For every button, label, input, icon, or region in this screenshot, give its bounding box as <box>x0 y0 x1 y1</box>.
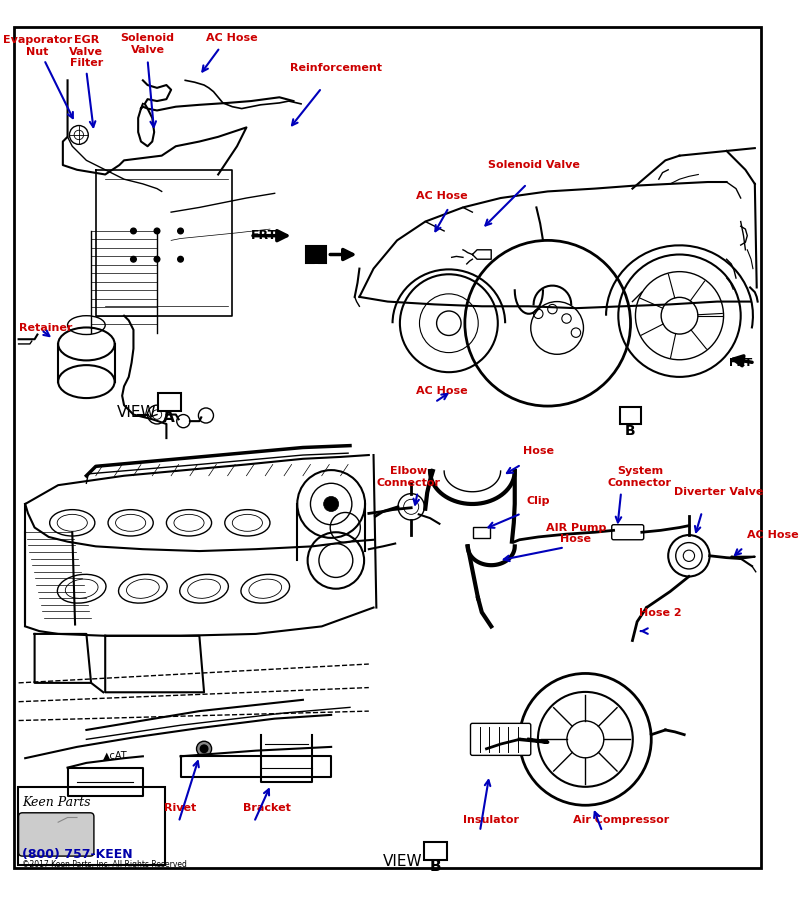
Text: Rivet: Rivet <box>165 804 197 814</box>
FancyBboxPatch shape <box>424 842 447 860</box>
FancyBboxPatch shape <box>18 788 166 865</box>
Text: Solenoid: Solenoid <box>121 33 174 43</box>
Text: Filter: Filter <box>70 58 103 68</box>
FancyBboxPatch shape <box>158 393 181 410</box>
Text: Evaporator: Evaporator <box>3 35 72 45</box>
Circle shape <box>178 228 183 234</box>
Text: A: A <box>163 410 175 425</box>
Text: Reinforcement: Reinforcement <box>290 63 382 74</box>
Text: Valve: Valve <box>130 45 165 55</box>
Circle shape <box>154 256 160 262</box>
Text: (800) 757-KEEN: (800) 757-KEEN <box>22 848 133 860</box>
Text: Retainer: Retainer <box>18 323 72 333</box>
Circle shape <box>130 228 136 234</box>
Text: Air Compressor: Air Compressor <box>573 814 670 824</box>
Text: Nut: Nut <box>26 47 49 57</box>
Text: AC Hose: AC Hose <box>416 386 467 396</box>
FancyBboxPatch shape <box>306 246 326 263</box>
Text: Elbow: Elbow <box>390 466 427 476</box>
Text: AC Hose: AC Hose <box>206 33 258 43</box>
Text: Hose: Hose <box>522 446 554 455</box>
FancyBboxPatch shape <box>620 407 641 424</box>
Circle shape <box>197 742 211 756</box>
Text: FRT: FRT <box>729 358 752 368</box>
Text: EGR: EGR <box>74 35 99 45</box>
Text: A: A <box>310 263 322 277</box>
Text: Insulator: Insulator <box>463 814 519 824</box>
Text: FRT: FRT <box>251 230 278 242</box>
FancyBboxPatch shape <box>612 525 644 540</box>
Circle shape <box>437 311 461 336</box>
Text: B: B <box>430 859 442 874</box>
Text: AC Hose: AC Hose <box>747 530 799 540</box>
Text: Hose: Hose <box>561 535 591 544</box>
FancyBboxPatch shape <box>474 526 490 538</box>
Text: Hose 2: Hose 2 <box>639 608 682 617</box>
Text: System: System <box>617 466 663 476</box>
Circle shape <box>130 256 136 262</box>
Text: Valve: Valve <box>70 47 103 57</box>
Circle shape <box>683 550 694 562</box>
Circle shape <box>178 256 183 262</box>
Circle shape <box>154 228 160 234</box>
Text: Solenoid Valve: Solenoid Valve <box>488 160 579 170</box>
Text: VIEW: VIEW <box>383 854 422 869</box>
Text: AC Hose: AC Hose <box>416 192 467 202</box>
Text: Clip: Clip <box>526 497 550 507</box>
Text: B: B <box>626 424 636 438</box>
Circle shape <box>200 745 208 752</box>
Text: Connector: Connector <box>608 478 672 488</box>
Text: AIR Pump: AIR Pump <box>546 523 606 533</box>
FancyBboxPatch shape <box>470 724 530 755</box>
FancyBboxPatch shape <box>18 813 94 856</box>
Circle shape <box>567 721 604 758</box>
Text: Connector: Connector <box>376 478 440 488</box>
Text: Keen Parts: Keen Parts <box>22 796 91 809</box>
Text: Diverter Valve: Diverter Valve <box>674 487 764 497</box>
Text: ©2017 Keen Parts, Inc. All Rights Reserved: ©2017 Keen Parts, Inc. All Rights Reserv… <box>22 860 187 868</box>
Text: Bracket: Bracket <box>243 804 291 814</box>
Text: VIEW: VIEW <box>118 405 157 420</box>
Circle shape <box>661 297 698 334</box>
Circle shape <box>324 497 338 511</box>
Text: ▲cAT: ▲cAT <box>103 751 128 760</box>
